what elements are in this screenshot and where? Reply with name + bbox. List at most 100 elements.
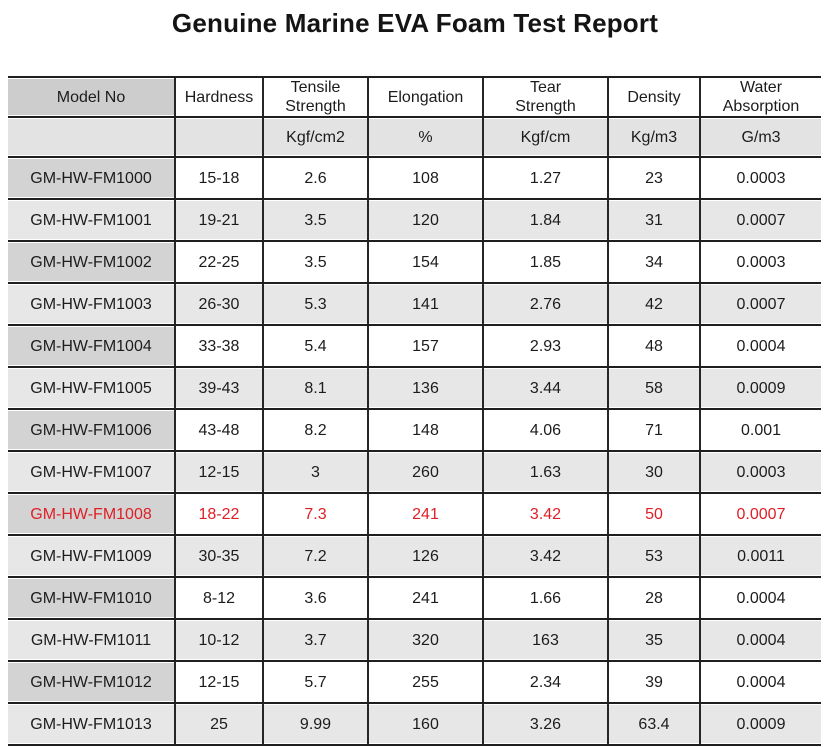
cell-tear: 2.76: [482, 282, 608, 327]
cell-model-no: GM-HW-FM1009: [8, 534, 175, 579]
table-row: GM-HW-FM1012 12-15 5.7 255 2.34 39 0.000…: [8, 660, 821, 705]
cell-elongation: 241: [367, 492, 483, 537]
cell-density: 63.4: [607, 702, 700, 747]
table-row: GM-HW-FM1004 33-38 5.4 157 2.93 48 0.000…: [8, 324, 821, 369]
cell-tensile: 5.4: [262, 324, 368, 369]
table-body: GM-HW-FM1000 15-18 2.6 108 1.27 23 0.000…: [8, 156, 821, 747]
col-header-elongation: Elongation: [367, 75, 483, 119]
unit-density: Kg/m3: [607, 116, 700, 159]
table-row: GM-HW-FM1001 19-21 3.5 120 1.84 31 0.000…: [8, 198, 821, 243]
cell-tensile: 8.1: [262, 366, 368, 411]
cell-tear: 3.42: [482, 492, 608, 537]
cell-model-no: GM-HW-FM1007: [8, 450, 175, 495]
cell-tensile: 8.2: [262, 408, 368, 453]
units-row: Kgf/cm2 % Kgf/cm Kg/m3 G/m3: [8, 116, 821, 159]
cell-elongation: 120: [367, 198, 483, 243]
cell-density: 71: [607, 408, 700, 453]
table-row: GM-HW-FM1005 39-43 8.1 136 3.44 58 0.000…: [8, 366, 821, 411]
cell-tear: 1.63: [482, 450, 608, 495]
unit-model-no: [8, 116, 175, 159]
cell-density: 35: [607, 618, 700, 663]
cell-water: 0.0003: [699, 240, 821, 285]
col-header-hardness: Hardness: [174, 75, 263, 119]
cell-elongation: 320: [367, 618, 483, 663]
table-row: GM-HW-FM1013 25 9.99 160 3.26 63.4 0.000…: [8, 702, 821, 747]
table-header: Model No Hardness Tensile Strength Elong…: [8, 75, 821, 159]
cell-density: 42: [607, 282, 700, 327]
cell-tear: 3.26: [482, 702, 608, 747]
table-row: GM-HW-FM1002 22-25 3.5 154 1.85 34 0.000…: [8, 240, 821, 285]
page-title: Genuine Marine EVA Foam Test Report: [171, 8, 659, 38]
cell-hardness: 19-21: [174, 198, 263, 243]
cell-water: 0.0004: [699, 576, 821, 621]
cell-elongation: 255: [367, 660, 483, 705]
cell-density: 34: [607, 240, 700, 285]
cell-hardness: 30-35: [174, 534, 263, 579]
cell-model-no: GM-HW-FM1000: [8, 156, 175, 201]
unit-water: G/m3: [699, 116, 821, 159]
table-row: GM-HW-FM1008 18-22 7.3 241 3.42 50 0.000…: [8, 492, 821, 537]
cell-elongation: 108: [367, 156, 483, 201]
header-row: Model No Hardness Tensile Strength Elong…: [8, 75, 821, 119]
cell-elongation: 141: [367, 282, 483, 327]
cell-tear: 1.27: [482, 156, 608, 201]
col-header-density: Density: [607, 75, 700, 119]
cell-tear: 1.85: [482, 240, 608, 285]
cell-elongation: 148: [367, 408, 483, 453]
cell-model-no: GM-HW-FM1001: [8, 198, 175, 243]
unit-elongation: %: [367, 116, 483, 159]
cell-model-no: GM-HW-FM1010: [8, 576, 175, 621]
table-row: GM-HW-FM1011 10-12 3.7 320 163 35 0.0004: [8, 618, 821, 663]
table-row: GM-HW-FM1010 8-12 3.6 241 1.66 28 0.0004: [8, 576, 821, 621]
cell-elongation: 154: [367, 240, 483, 285]
cell-tensile: 3.5: [262, 198, 368, 243]
cell-water: 0.0004: [699, 660, 821, 705]
cell-density: 28: [607, 576, 700, 621]
cell-hardness: 26-30: [174, 282, 263, 327]
cell-tensile: 3.5: [262, 240, 368, 285]
cell-density: 58: [607, 366, 700, 411]
cell-water: 0.0007: [699, 198, 821, 243]
cell-water: 0.0004: [699, 618, 821, 663]
cell-tear: 1.66: [482, 576, 608, 621]
col-header-model-no: Model No: [8, 75, 175, 119]
cell-model-no: GM-HW-FM1013: [8, 702, 175, 747]
cell-tensile: 3.7: [262, 618, 368, 663]
cell-water: 0.0011: [699, 534, 821, 579]
cell-model-no: GM-HW-FM1003: [8, 282, 175, 327]
cell-tear: 2.34: [482, 660, 608, 705]
cell-hardness: 10-12: [174, 618, 263, 663]
cell-density: 39: [607, 660, 700, 705]
cell-density: 50: [607, 492, 700, 537]
report-page: Genuine Marine EVA Foam Test Report Mode…: [0, 8, 830, 747]
cell-hardness: 15-18: [174, 156, 263, 201]
col-header-water-absorption: Water Absorption: [699, 75, 821, 119]
cell-hardness: 12-15: [174, 450, 263, 495]
cell-model-no: GM-HW-FM1012: [8, 660, 175, 705]
cell-tensile: 2.6: [262, 156, 368, 201]
cell-elongation: 260: [367, 450, 483, 495]
table-row: GM-HW-FM1000 15-18 2.6 108 1.27 23 0.000…: [8, 156, 821, 201]
cell-tensile: 3: [262, 450, 368, 495]
cell-tensile: 7.3: [262, 492, 368, 537]
cell-water: 0.0009: [699, 366, 821, 411]
cell-tear: 4.06: [482, 408, 608, 453]
cell-model-no: GM-HW-FM1002: [8, 240, 175, 285]
cell-elongation: 136: [367, 366, 483, 411]
cell-elongation: 126: [367, 534, 483, 579]
cell-tensile: 5.7: [262, 660, 368, 705]
cell-water: 0.0007: [699, 492, 821, 537]
cell-hardness: 12-15: [174, 660, 263, 705]
cell-tear: 1.84: [482, 198, 608, 243]
cell-water: 0.0007: [699, 282, 821, 327]
cell-hardness: 8-12: [174, 576, 263, 621]
cell-model-no: GM-HW-FM1004: [8, 324, 175, 369]
cell-tensile: 9.99: [262, 702, 368, 747]
cell-elongation: 157: [367, 324, 483, 369]
cell-density: 23: [607, 156, 700, 201]
cell-model-no: GM-HW-FM1008: [8, 492, 175, 537]
unit-tensile: Kgf/cm2: [262, 116, 368, 159]
cell-density: 53: [607, 534, 700, 579]
cell-hardness: 43-48: [174, 408, 263, 453]
cell-model-no: GM-HW-FM1005: [8, 366, 175, 411]
